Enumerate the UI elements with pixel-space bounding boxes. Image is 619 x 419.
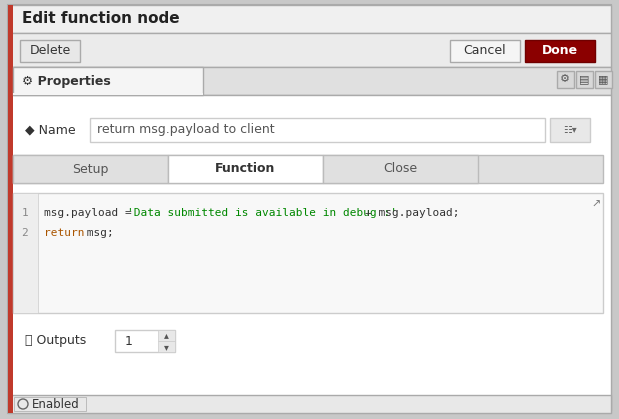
Bar — [168, 155, 323, 183]
Bar — [158, 330, 175, 341]
Text: ▤: ▤ — [579, 74, 589, 84]
Bar — [8, 395, 611, 413]
Bar — [595, 71, 612, 88]
Bar — [20, 40, 80, 62]
Bar — [13, 155, 603, 183]
Text: Cancel: Cancel — [464, 44, 506, 57]
Text: 1: 1 — [125, 334, 133, 347]
Bar — [8, 95, 611, 410]
Bar — [14, 397, 86, 411]
Text: msg;: msg; — [80, 228, 113, 238]
Bar — [13, 193, 38, 313]
Text: ▦: ▦ — [598, 74, 608, 84]
Text: ⚙ Properties: ⚙ Properties — [22, 75, 111, 88]
Text: return msg.payload to client: return msg.payload to client — [97, 124, 275, 137]
Text: Edit function node: Edit function node — [22, 11, 180, 26]
Text: 2: 2 — [22, 228, 28, 238]
Text: Function: Function — [215, 163, 275, 176]
Bar — [13, 193, 603, 313]
Text: ☷▾: ☷▾ — [563, 125, 577, 135]
Bar — [90, 118, 545, 142]
Bar — [550, 118, 590, 142]
Text: ▾: ▾ — [163, 342, 168, 352]
Bar — [13, 67, 203, 95]
Text: Done: Done — [542, 44, 578, 57]
Bar — [115, 330, 175, 352]
Bar — [576, 71, 593, 88]
Text: Delete: Delete — [29, 44, 71, 57]
Text: ◆ Name: ◆ Name — [25, 124, 76, 137]
Bar — [13, 155, 168, 183]
Bar — [450, 40, 520, 62]
Text: msg.payload =: msg.payload = — [44, 208, 139, 218]
Bar — [557, 71, 574, 88]
Text: ⥂ Outputs: ⥂ Outputs — [25, 334, 86, 347]
Text: Close: Close — [383, 163, 417, 176]
Bar — [525, 40, 595, 62]
Text: + msg.payload;: + msg.payload; — [365, 208, 460, 218]
Bar — [158, 341, 175, 352]
Bar — [8, 67, 611, 95]
Text: Setup: Setup — [72, 163, 108, 176]
Bar — [8, 5, 611, 33]
Bar — [8, 5, 13, 413]
Bar — [13, 93, 203, 95]
Bar — [8, 33, 611, 67]
Text: Enabled: Enabled — [32, 398, 80, 411]
Text: ⚙: ⚙ — [560, 74, 570, 84]
Bar — [323, 155, 478, 183]
Text: return: return — [44, 228, 85, 238]
Text: ▴: ▴ — [163, 330, 168, 340]
Text: 'Data submitted is available in debug :': 'Data submitted is available in debug :' — [128, 208, 397, 218]
Text: ↗: ↗ — [591, 200, 600, 210]
Text: 1: 1 — [22, 208, 28, 218]
